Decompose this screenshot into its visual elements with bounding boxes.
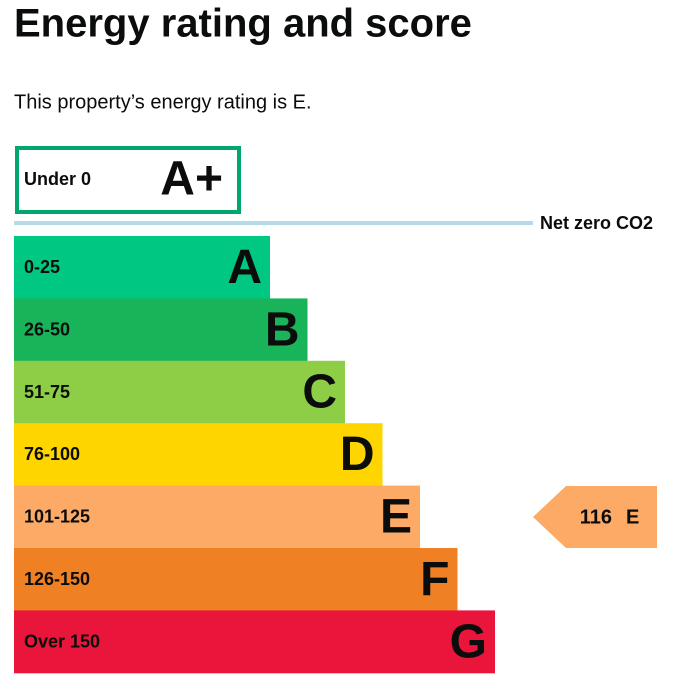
current-letter: E — [626, 506, 639, 528]
net-zero-label: Net zero CO2 — [540, 213, 653, 233]
current-score: 116 — [580, 506, 612, 528]
band-letter: B — [265, 303, 300, 356]
band-range: 76-100 — [24, 444, 80, 464]
band-bar — [14, 485, 420, 549]
band-letter: E — [380, 490, 412, 543]
band-bar — [14, 360, 345, 424]
band-letter: C — [302, 366, 337, 419]
current-rating-arrow — [533, 486, 657, 548]
band-range: Over 150 — [24, 631, 100, 651]
band-letter: F — [420, 553, 449, 606]
band-letter: G — [450, 615, 487, 668]
band-range: 0-25 — [24, 257, 60, 277]
band-range: 51-75 — [24, 382, 70, 402]
band-range: 126-150 — [24, 569, 90, 589]
band-bar — [14, 548, 458, 611]
band-bar — [14, 423, 383, 487]
band-letter: D — [340, 428, 375, 481]
top-band-letter: A+ — [160, 153, 223, 206]
band-bar — [14, 298, 308, 362]
band-letter: A — [227, 241, 262, 294]
bands: 0-25 A 26-50 B 51-75 C 76-100 D 101-125 E 126-150 F… — [14, 236, 495, 674]
band-range: 26-50 — [24, 319, 70, 339]
band-range: 101-125 — [24, 507, 90, 527]
title: Energy rating and score — [14, 2, 472, 46]
band-bar — [14, 610, 495, 674]
top-band-range: Under 0 — [24, 169, 91, 189]
top-band-box — [15, 146, 241, 214]
band-bar — [14, 236, 270, 299]
intro-text: This property’s energy rating is E. — [14, 91, 312, 113]
